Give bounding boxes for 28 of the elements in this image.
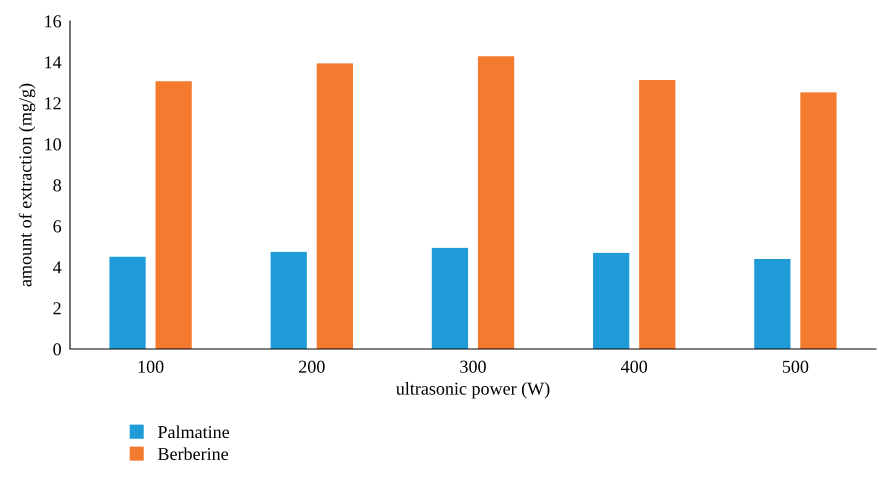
y-tick-label: 6 [53,220,62,232]
bar [754,259,790,349]
bar [639,80,676,349]
bar [109,256,146,349]
y-tick-label: 14 [45,56,62,68]
y-tick-label: 10 [45,138,61,150]
x-axis-title: ultrasonic power (W) [396,382,550,398]
x-tick-label: 300 [460,360,486,373]
bar [478,56,514,349]
bar [156,81,192,349]
y-tick-label: 8 [53,179,61,192]
bar [593,252,630,349]
y-axis-title: amount of extraction (mg/g) [18,84,36,286]
y-tick-label: 4 [52,261,62,274]
bar [316,63,353,349]
y-tick-label: 2 [53,302,61,314]
legend-label: Berberine [158,447,228,460]
x-tick-label: 200 [299,360,325,373]
y-tick-label: 16 [45,15,62,28]
x-tick-label: 400 [621,360,648,373]
bar [432,248,468,349]
bar [800,92,837,349]
y-tick-label: 12 [45,97,61,110]
legend-label: Palmatine [158,425,230,438]
x-tick-label: 100 [138,360,164,373]
x-tick-label: 500 [782,360,808,373]
y-tick-label: 0 [53,343,61,356]
bar [270,252,307,349]
